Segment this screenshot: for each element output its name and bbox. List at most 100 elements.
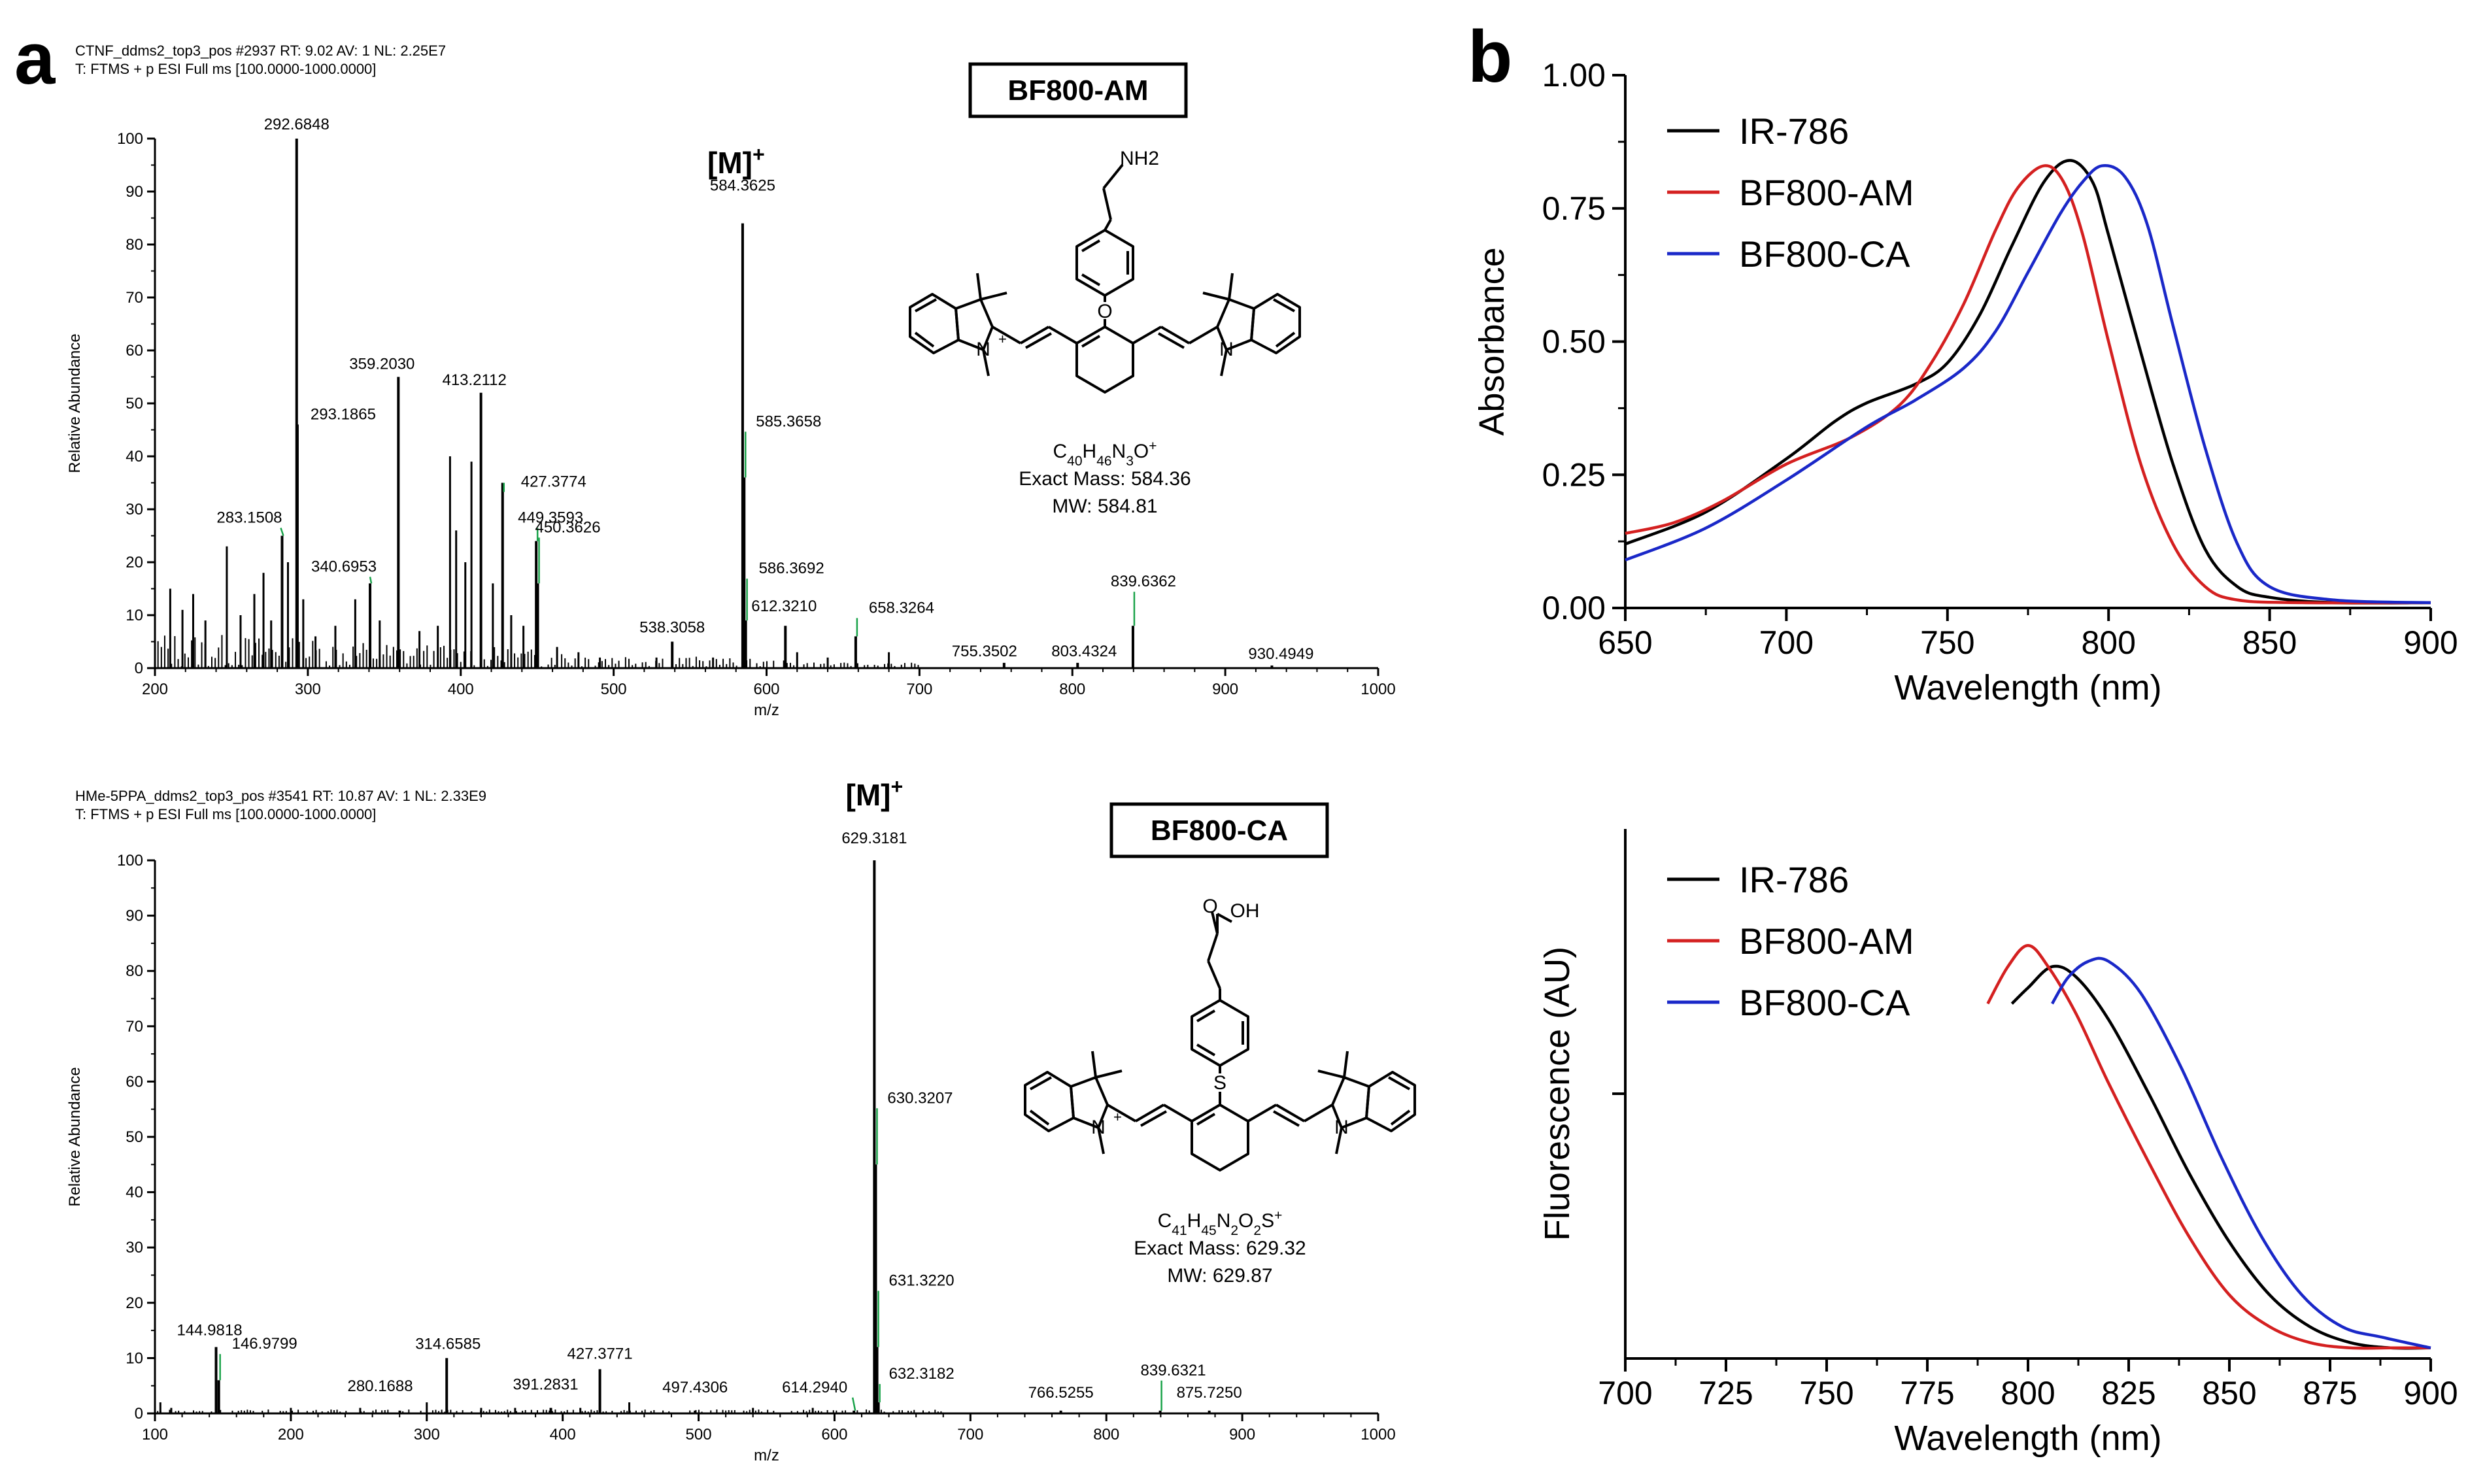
x-tick-label: 500: [686, 1426, 712, 1443]
series-line-ir-786: [2010, 964, 2431, 1350]
peak-label: 631.3220: [889, 1272, 955, 1289]
peak-label: 538.3058: [639, 619, 705, 637]
x-tick-label: 850: [2242, 624, 2297, 661]
peak-label: 766.5255: [1028, 1384, 1094, 1402]
peak-label: 449.3593: [518, 509, 583, 527]
y-tick-label: 30: [126, 1239, 143, 1256]
peak-label: 144.9818: [177, 1321, 242, 1339]
peak-label: 497.4306: [662, 1379, 728, 1396]
y-tick-label: 0: [135, 1405, 143, 1423]
mass-spectrum-bf800-am: CTNF_ddms2_top3_pos #2937 RT: 9.02 AV: 1…: [66, 42, 1396, 719]
x-tick-label: 725: [1699, 1375, 1753, 1411]
x-tick-label: 1000: [1361, 681, 1395, 698]
x-tick-label: 600: [753, 681, 779, 698]
peak-label: 839.6362: [1111, 573, 1176, 590]
fluorescence-chart: 700 725 750 775 800 825 850 875 900 Wavelength (n…: [1538, 829, 2458, 1458]
nitrogen-right-label: N: [1334, 1117, 1349, 1138]
nitrogen-left-label: N: [1091, 1117, 1106, 1138]
compound-name: BF800-AM: [1007, 75, 1148, 107]
y-tick-label: 10: [126, 1349, 143, 1367]
x-axis-label: Wavelength (nm): [1894, 1419, 2161, 1458]
x-tick-label: 1000: [1361, 1426, 1395, 1443]
x-tick-label: 700: [906, 681, 932, 698]
y-axis-label: Fluorescence (AU): [1538, 947, 1577, 1241]
peak-label: 930.4949: [1248, 645, 1313, 663]
legend-label: BF800-CA: [1739, 233, 1910, 275]
x-axis-label: Wavelength (nm): [1894, 668, 2161, 707]
absorbance-chart: 650 700 750 800 850 900 0.00 0.25 0.50 0.75 1.00 Wa…: [1472, 57, 2458, 707]
peak-label: 314.6585: [415, 1335, 481, 1353]
compound-name-box: [1109, 802, 1329, 858]
peak-label: 293.1865: [311, 405, 376, 423]
x-tick-label: 800: [1059, 681, 1085, 698]
peak-label: 391.2831: [513, 1376, 578, 1394]
x-tick-label: 700: [1759, 624, 1814, 661]
peak-leader-line: [851, 1397, 856, 1411]
x-tick-label: 500: [601, 681, 627, 698]
x-tick-label: 700: [957, 1426, 983, 1443]
x-axis-label: m/z: [754, 1447, 779, 1464]
y-axis-label: Absorbance: [1472, 247, 1512, 435]
x-tick-label: 900: [1212, 681, 1238, 698]
legend-label: BF800-AM: [1739, 920, 1914, 962]
legend-label: IR-786: [1739, 859, 1849, 900]
y-tick-label: 40: [126, 1184, 143, 1202]
peak-label: 280.1688: [347, 1377, 413, 1395]
compound-name: BF800-CA: [1151, 815, 1288, 847]
y-tick-label: 0.25: [1542, 456, 1606, 493]
spectrum-header: HMe-5PPA_ddms2_top3_pos #3541 RT: 10.87 …: [75, 788, 486, 804]
molecular-ion-label: [M]+: [846, 775, 904, 812]
x-tick-label: 875: [2303, 1375, 2357, 1411]
peak-label: 586.3692: [759, 560, 824, 577]
x-tick-label: 850: [2202, 1375, 2256, 1411]
y-tick-label: 20: [126, 554, 143, 571]
y-tick-label: 40: [126, 448, 143, 465]
x-tick-label: 825: [2101, 1375, 2155, 1411]
sulfur-atom-label: S: [1213, 1072, 1226, 1094]
peak-label: 803.4324: [1051, 643, 1117, 660]
x-tick-label: 600: [821, 1426, 847, 1443]
y-tick-label: 1.00: [1542, 57, 1606, 93]
y-tick-label: 0.50: [1542, 324, 1606, 360]
x-tick-label: 900: [2403, 1375, 2458, 1411]
peak-label: 632.3182: [889, 1365, 955, 1383]
peak-label: 283.1508: [216, 509, 282, 527]
x-tick-label: 750: [1799, 1375, 1853, 1411]
x-tick-label: 900: [1229, 1426, 1255, 1443]
y-tick-label: 30: [126, 501, 143, 518]
x-tick-label: 400: [550, 1426, 576, 1443]
peak-label: 427.3771: [567, 1345, 633, 1362]
positive-charge-label: +: [998, 331, 1007, 347]
peak-label: 340.6953: [311, 558, 377, 575]
series-line-ir-786: [1625, 159, 2431, 605]
x-tick-label: 775: [1900, 1375, 1954, 1411]
compound-formula: C40H46N3O+: [1053, 439, 1157, 469]
peak-label: 658.3264: [869, 599, 934, 616]
compound-formula: C41H45N2O2S+: [1158, 1208, 1283, 1238]
nitrogen-left-label: N: [976, 339, 990, 360]
x-tick-label: 200: [142, 681, 168, 698]
y-tick-label: 0.75: [1542, 190, 1606, 227]
peak-label: 585.3658: [756, 413, 821, 430]
peak-label: 612.3210: [751, 598, 817, 615]
x-tick-label: 800: [2001, 1375, 2055, 1411]
spectrum-header: T: FTMS + p ESI Full ms [100.0000-1000.0…: [75, 61, 376, 77]
legend-label: BF800-CA: [1739, 982, 1910, 1023]
x-tick-label: 900: [2403, 624, 2458, 661]
amine-label: NH2: [1120, 148, 1159, 169]
y-tick-label: 60: [126, 342, 143, 360]
peak-label: 450.3626: [535, 518, 600, 536]
bf800-ca-structure: [1024, 911, 1416, 1172]
legend-label: IR-786: [1739, 110, 1849, 152]
panel-label-b: b: [1468, 16, 1512, 97]
y-axis-label: Relative Abundance: [66, 1067, 84, 1207]
peak-label: 427.3774: [521, 473, 586, 491]
x-tick-label: 300: [295, 681, 321, 698]
x-tick-label: 700: [1598, 1375, 1652, 1411]
molecular-ion-label: [M]+: [707, 143, 765, 180]
y-tick-label: 50: [126, 395, 143, 413]
y-tick-label: 70: [126, 289, 143, 307]
y-tick-label: 0.00: [1542, 590, 1606, 626]
legend-label: BF800-AM: [1739, 172, 1914, 213]
